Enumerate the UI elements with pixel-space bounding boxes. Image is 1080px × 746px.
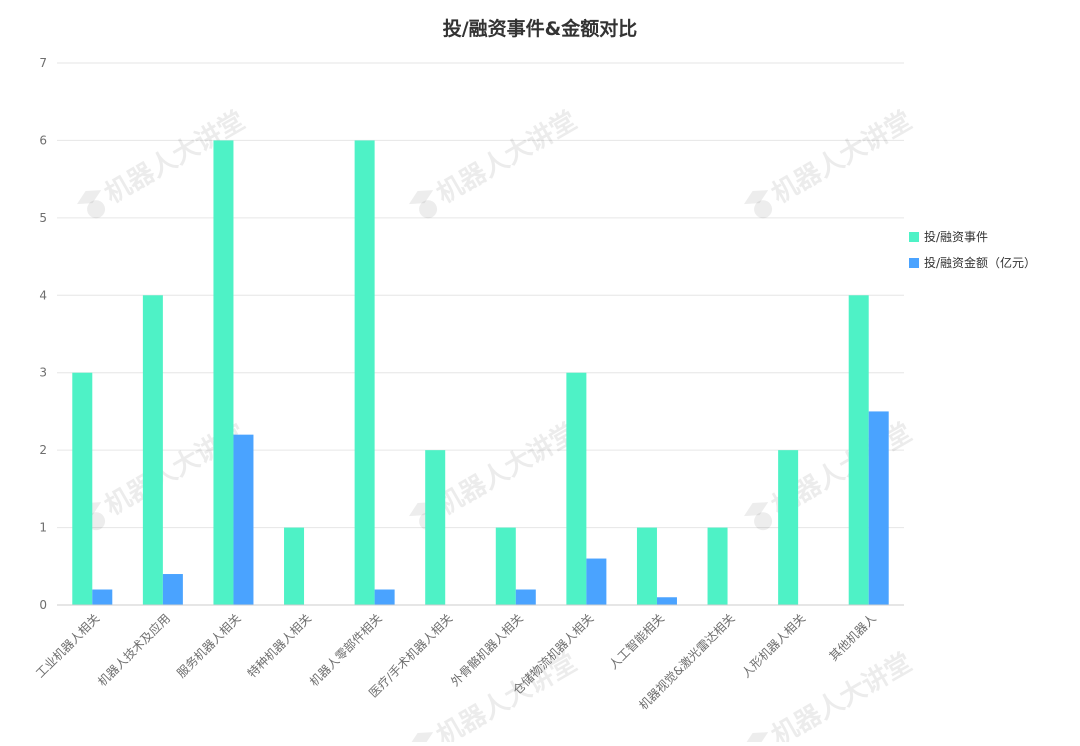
graduation-cap-icon (76, 190, 106, 219)
y-tick-label: 2 (39, 443, 47, 457)
bar-events[interactable] (566, 372, 587, 605)
bar-amount[interactable] (233, 434, 254, 605)
bar-events[interactable] (142, 295, 163, 605)
watermark: 机器人大讲堂 (743, 418, 917, 531)
watermark-text: 机器人大讲堂 (432, 648, 582, 742)
legend-label: 投/融资事件 (924, 229, 988, 244)
y-tick-label: 7 (39, 56, 47, 70)
y-axis-ticks: 0 1 2 3 4 5 6 7 (39, 56, 47, 612)
x-tick-label: 服务机器人相关 (174, 611, 244, 681)
x-tick-label: 机器人零部件相关 (306, 611, 384, 689)
y-tick-label: 4 (39, 288, 47, 302)
x-tick-label: 其他机器人 (826, 611, 878, 663)
chart-title: 投/融资事件&金额对比 (443, 17, 638, 40)
y-tick-label: 1 (39, 521, 47, 535)
bar-events[interactable] (354, 140, 375, 605)
bar-amount[interactable] (374, 589, 395, 605)
x-tick-label: 工业机器人相关 (33, 611, 102, 680)
x-tick-label: 外骨骼机器人相关 (447, 611, 525, 689)
grid-lines (57, 62, 904, 529)
watermark: 机器人大讲堂 (408, 106, 582, 219)
watermark-text: 机器人大讲堂 (432, 418, 582, 522)
legend-item[interactable]: 投/融资金额（亿元） (909, 255, 1036, 270)
y-tick-label: 6 (39, 133, 47, 147)
x-tick-label: 人形机器人相关 (739, 611, 808, 680)
graduation-cap-icon (743, 190, 773, 219)
legend-label: 投/融资金额（亿元） (924, 255, 1036, 270)
watermark-text: 机器人大讲堂 (767, 648, 917, 742)
bar-events[interactable] (848, 295, 869, 605)
bar-events[interactable] (636, 527, 657, 605)
y-tick-label: 5 (39, 211, 47, 225)
bar-events[interactable] (284, 527, 305, 605)
legend-swatch (909, 232, 919, 242)
bar-events[interactable] (707, 527, 728, 605)
legend-swatch (909, 258, 919, 268)
y-tick-label: 3 (39, 366, 47, 380)
legend-item[interactable]: 投/融资事件 (909, 229, 988, 244)
watermark: 机器人大讲堂 (743, 106, 917, 219)
graduation-cap-icon (743, 502, 773, 531)
y-tick-label: 0 (39, 598, 47, 612)
bar-events[interactable] (213, 140, 234, 605)
x-tick-label: 特种机器人相关 (244, 611, 314, 681)
bar-events[interactable] (425, 450, 446, 605)
watermark-text: 机器人大讲堂 (767, 106, 917, 210)
bar-events[interactable] (495, 527, 516, 605)
x-tick-label: 人工智能相关 (606, 611, 668, 673)
bar-amount[interactable] (868, 411, 889, 605)
watermark-text: 机器人大讲堂 (432, 106, 582, 210)
bar-events[interactable] (72, 372, 93, 605)
x-tick-label: 机器人技术及应用 (94, 611, 172, 689)
bar-events[interactable] (778, 450, 799, 605)
bar-amount[interactable] (586, 558, 607, 605)
bar-amount[interactable] (92, 589, 113, 605)
bar-amount[interactable] (515, 589, 536, 605)
bars (72, 140, 889, 605)
bar-amount[interactable] (656, 597, 677, 605)
graduation-cap-icon (408, 190, 438, 219)
bar-amount[interactable] (162, 574, 183, 605)
